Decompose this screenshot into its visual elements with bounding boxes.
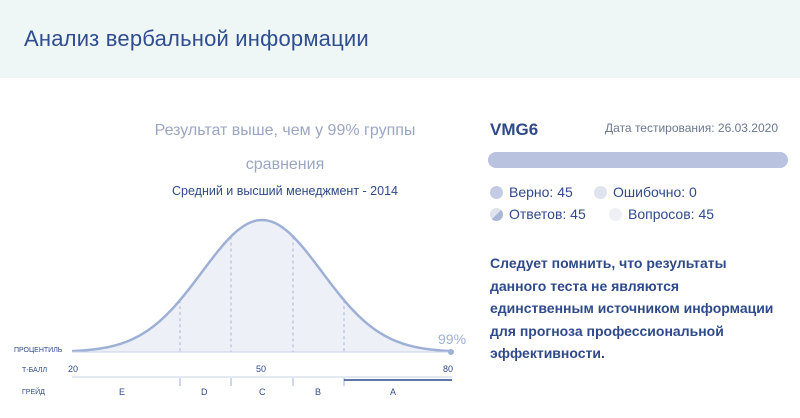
correct-dot-icon bbox=[490, 185, 503, 199]
disclaimer-line: для прогноза профессиональной bbox=[490, 322, 724, 339]
tscore-tick-80: 80 bbox=[443, 364, 453, 374]
disclaimer-line: данного теста не являются bbox=[490, 277, 680, 294]
test-date: Дата тестирования: 26.03.2020 bbox=[605, 121, 778, 135]
tscore-tick-20: 20 bbox=[68, 364, 78, 374]
disclaimer-line: единственным источником информации bbox=[490, 300, 774, 316]
distribution-panel: Результат выше, чем у 99% группы сравнен… bbox=[0, 78, 470, 418]
distribution-chart: ПРОЦЕНТИЛЬ Т-БАЛЛ ГРЕЙД 99% 20 50 80 E D… bbox=[14, 218, 466, 397]
grade-label-e: E bbox=[119, 387, 125, 397]
page-header: Анализ вербальной информации bbox=[0, 0, 800, 78]
result-panel: VMG6 Дата тестирования: 26.03.2020 Верно… bbox=[488, 78, 800, 418]
answers-dot-icon bbox=[490, 207, 503, 221]
tscore-row-label: Т-БАЛЛ bbox=[22, 367, 47, 374]
stat-correct: Верно: 45 bbox=[490, 184, 573, 200]
page-title: Анализ вербальной информации bbox=[24, 26, 369, 51]
result-text-line-1: Результат выше, чем у 99% группы bbox=[154, 122, 416, 139]
grade-dividers bbox=[179, 236, 345, 352]
grade-label-c: C bbox=[259, 387, 266, 397]
stat-correct-label: Верно: 45 bbox=[509, 184, 573, 200]
curve-fill bbox=[72, 220, 452, 352]
disclaimer-line: эффективности. bbox=[490, 345, 605, 361]
stat-answers: Ответов: 45 bbox=[490, 206, 586, 222]
grade-row-label: ГРЕЙД bbox=[22, 387, 45, 396]
test-name: VMG6 bbox=[490, 120, 539, 139]
comparison-group: Средний и высший менеджмент - 2014 bbox=[172, 184, 398, 198]
grade-label-d: D bbox=[201, 387, 208, 397]
stat-wrong-label: Ошибочно: 0 bbox=[613, 184, 697, 200]
tscore-tick-50: 50 bbox=[256, 364, 266, 374]
percentile-marker bbox=[448, 349, 454, 355]
curve-line bbox=[71, 218, 453, 353]
score-progress-bar bbox=[488, 152, 788, 168]
stat-wrong: Ошибочно: 0 bbox=[594, 184, 697, 200]
disclaimer-line: Следует помнить, что результаты bbox=[490, 255, 727, 271]
percentile-row-label: ПРОЦЕНТИЛЬ bbox=[14, 347, 63, 354]
wrong-dot-icon bbox=[594, 185, 607, 199]
stat-questions: Вопросов: 45 bbox=[609, 206, 714, 222]
score-progress-fill bbox=[488, 152, 788, 168]
percentile-value: 99% bbox=[438, 331, 466, 347]
disclaimer-note: Следует помнить, что результаты данного … bbox=[490, 252, 790, 365]
questions-dot-icon bbox=[609, 207, 622, 221]
result-text-line-2: сравнения bbox=[245, 156, 325, 173]
grade-label-b: B bbox=[315, 387, 321, 397]
grade-label-a: A bbox=[390, 387, 396, 397]
grade-ticks bbox=[179, 378, 345, 386]
stat-questions-label: Вопросов: 45 bbox=[628, 206, 715, 222]
stat-answers-label: Ответов: 45 bbox=[509, 206, 586, 222]
